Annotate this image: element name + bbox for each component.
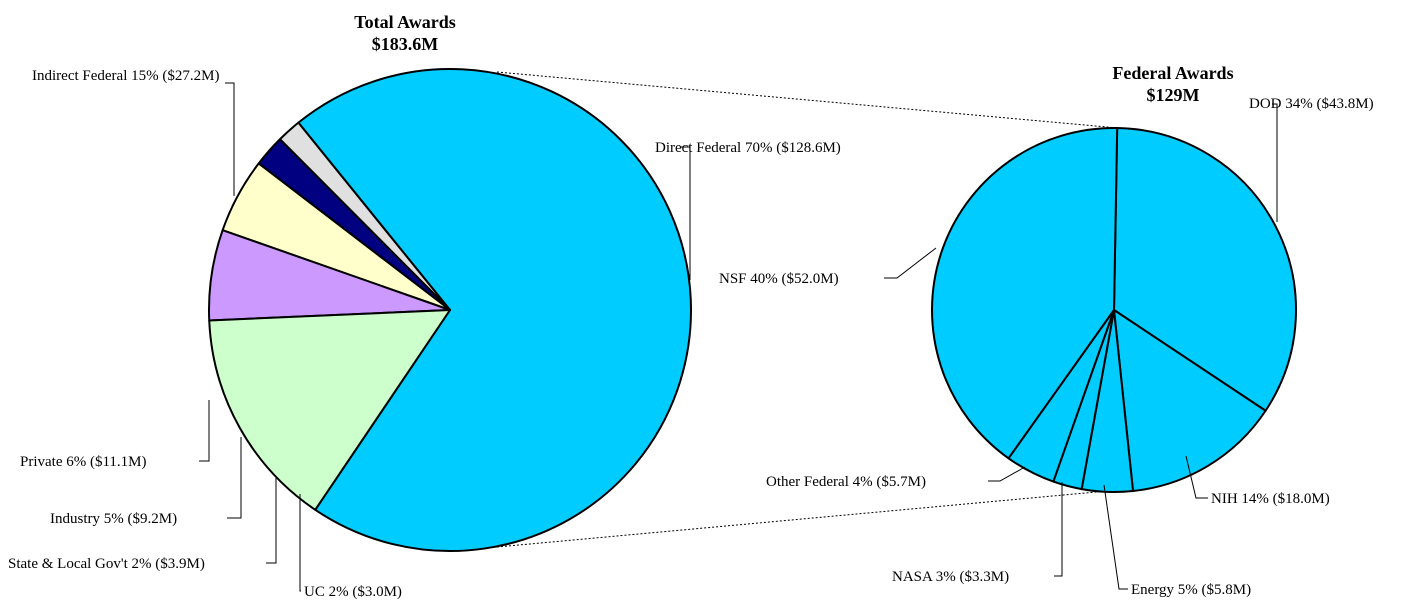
label-uc: UC 2% ($3.0M) bbox=[304, 584, 402, 600]
label-nih: NIH 14% ($18.0M) bbox=[1211, 491, 1330, 507]
total-awards-title: Total Awards bbox=[354, 12, 456, 32]
slice-nsf bbox=[931, 127, 1119, 460]
label-energy: Energy 5% ($5.8M) bbox=[1131, 582, 1251, 598]
label-nsf: NSF 40% ($52.0M) bbox=[719, 271, 839, 287]
label-private: Private 6% ($11.1M) bbox=[20, 454, 147, 470]
label-direct-federal: Direct Federal 70% ($128.6M) bbox=[655, 140, 841, 156]
label-indirect-federal: Indirect Federal 15% ($27.2M) bbox=[32, 68, 219, 84]
slice-indirect-federal bbox=[208, 309, 451, 511]
leader-lines bbox=[199, 82, 1278, 592]
label-other-federal: Other Federal 4% ($5.7M) bbox=[766, 474, 926, 490]
total-awards-pie bbox=[208, 68, 692, 552]
slice-nih bbox=[1113, 309, 1267, 492]
label-nasa: NASA 3% ($3.3M) bbox=[892, 569, 1009, 585]
label-industry: Industry 5% ($9.2M) bbox=[50, 511, 177, 527]
label-dod: DOD 34% ($43.8M) bbox=[1249, 96, 1374, 112]
label-state-local: State & Local Gov't 2% ($3.9M) bbox=[8, 556, 205, 572]
slice-direct-federal bbox=[297, 68, 692, 552]
federal-awards-pie bbox=[931, 127, 1297, 493]
federal-awards-total: $129M bbox=[1147, 85, 1200, 105]
total-awards-total: $183.6M bbox=[372, 34, 439, 54]
federal-awards-title: Federal Awards bbox=[1112, 63, 1233, 83]
